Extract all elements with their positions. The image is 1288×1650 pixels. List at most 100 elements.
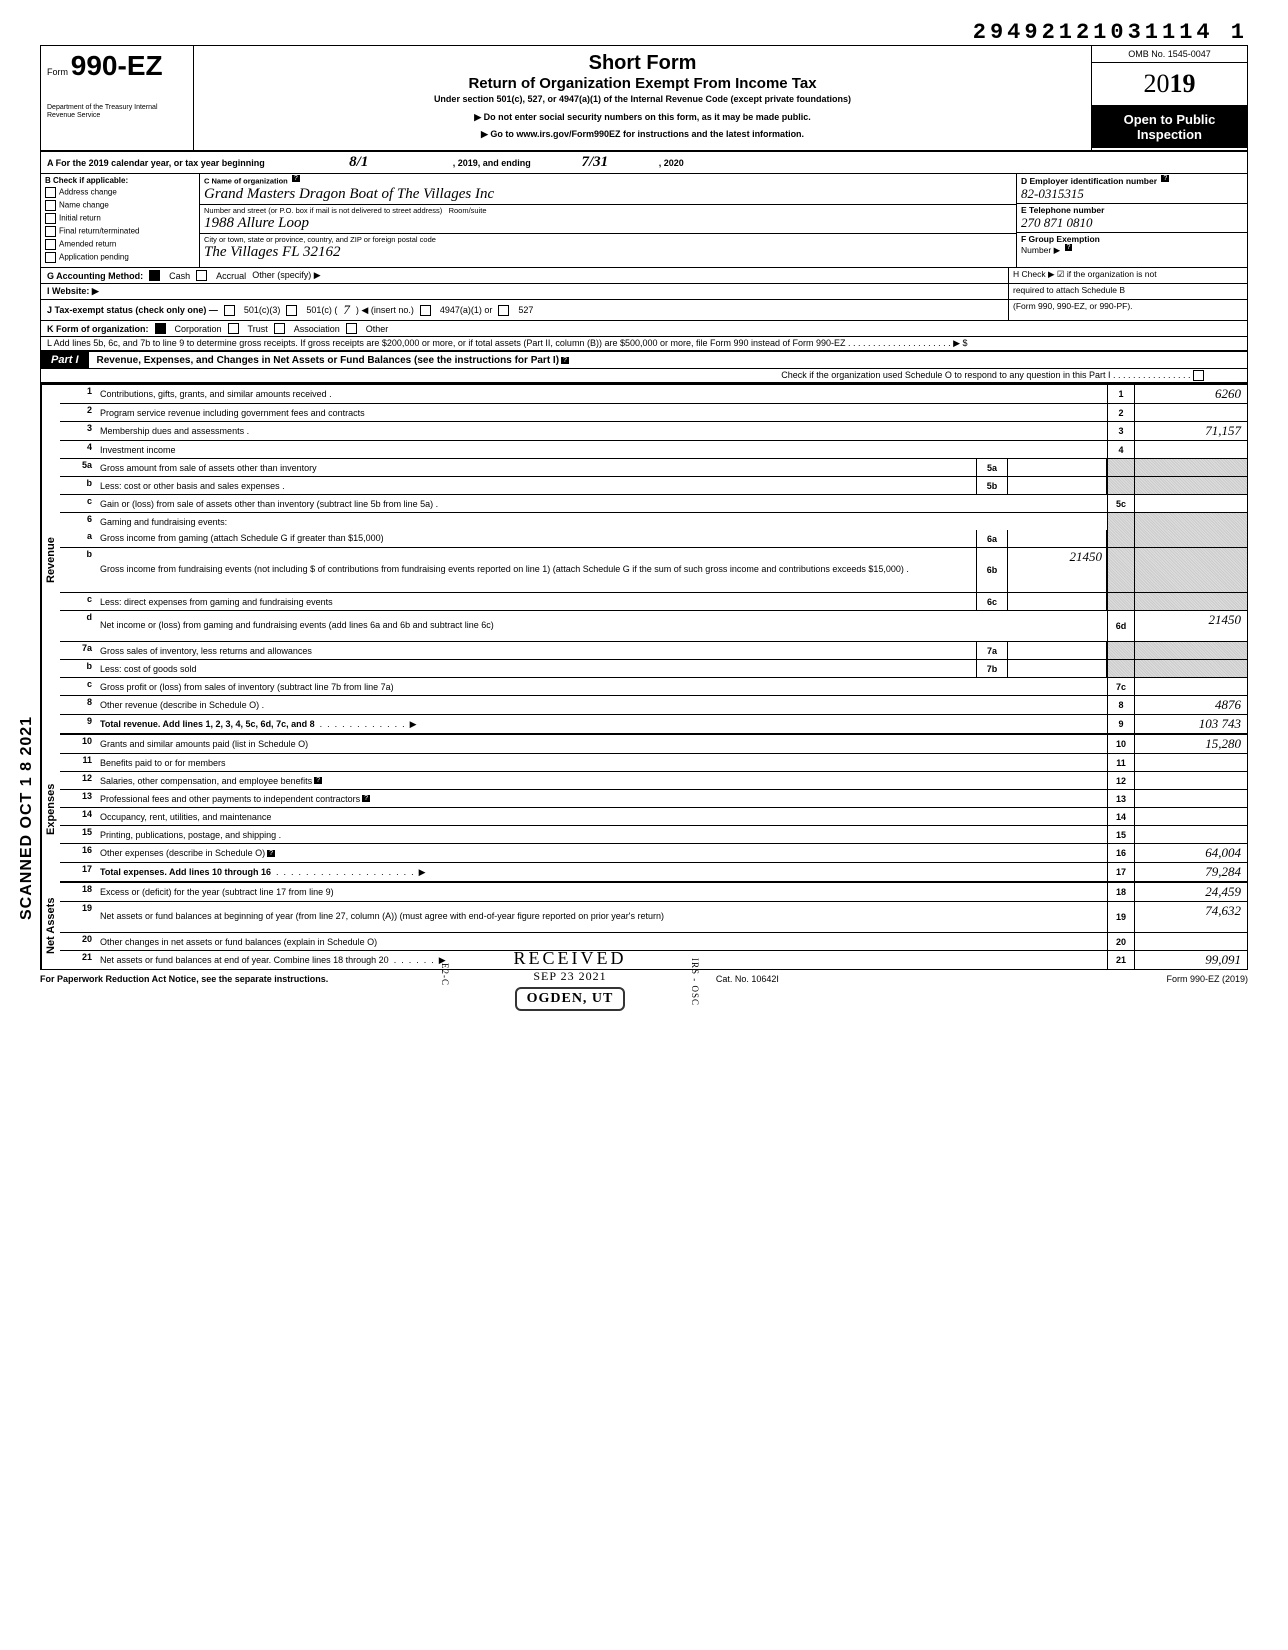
line-10-value: 15,280 bbox=[1134, 735, 1247, 753]
chk-application-pending[interactable]: Application pending bbox=[45, 252, 195, 263]
section-def: D Employer identification number ? 82-03… bbox=[1016, 174, 1247, 267]
expenses-label: Expenses bbox=[41, 735, 60, 883]
department-label: Department of the Treasury Internal Reve… bbox=[47, 104, 187, 119]
line-19-value: 74,632 bbox=[1134, 902, 1247, 932]
line-7b-mid bbox=[1008, 660, 1107, 677]
group-exemption-label: F Group Exemption bbox=[1021, 234, 1100, 244]
ein-value: 82-0315315 bbox=[1021, 186, 1084, 201]
phone-value: 270 871 0810 bbox=[1021, 215, 1093, 230]
omb-number: OMB No. 1545-0047 bbox=[1092, 46, 1247, 63]
line-18-desc: Excess or (deficit) for the year (subtra… bbox=[96, 883, 1107, 901]
ein-label: D Employer identification number ? bbox=[1021, 176, 1169, 186]
revenue-label: Revenue bbox=[41, 385, 60, 735]
line-5b-desc: Less: cost or other basis and sales expe… bbox=[96, 477, 976, 494]
received-stamp: RECEIVED SEP 23 2021 OGDEN, UT IRS - OSC… bbox=[460, 948, 680, 1011]
chk-other-org[interactable] bbox=[346, 323, 357, 334]
line-11-value bbox=[1134, 754, 1247, 771]
line-6b-mid: 21450 bbox=[1008, 548, 1107, 592]
line-2-desc: Program service revenue including govern… bbox=[96, 404, 1107, 421]
scanned-stamp: SCANNED OCT 1 8 2021 bbox=[18, 716, 36, 920]
line-j: J Tax-exempt status (check only one) — 5… bbox=[40, 300, 1248, 321]
line-11-desc: Benefits paid to or for members bbox=[96, 754, 1107, 771]
chk-amended-return[interactable]: Amended return bbox=[45, 239, 195, 250]
chk-trust[interactable] bbox=[228, 323, 239, 334]
line-15-desc: Printing, publications, postage, and shi… bbox=[96, 826, 1107, 843]
line-l: L Add lines 5b, 6c, and 7b to line 9 to … bbox=[40, 337, 1248, 352]
line-6a-desc: Gross income from gaming (attach Schedul… bbox=[96, 530, 976, 547]
period-begin: 8/1 bbox=[269, 154, 449, 171]
chk-501c[interactable] bbox=[286, 305, 297, 316]
line-8-desc: Other revenue (describe in Schedule O) . bbox=[96, 696, 1107, 714]
part1-header: Part I Revenue, Expenses, and Changes in… bbox=[40, 352, 1248, 369]
chk-4947[interactable] bbox=[420, 305, 431, 316]
part1-scheduleo: Check if the organization used Schedule … bbox=[40, 369, 1248, 383]
period-end: 7/31 bbox=[535, 154, 655, 171]
section-c: C Name of organization ? Grand Masters D… bbox=[200, 174, 1016, 267]
chk-corporation[interactable] bbox=[155, 323, 166, 334]
tax-year: 2019 bbox=[1092, 63, 1247, 106]
line-13-desc: Professional fees and other payments to … bbox=[96, 790, 1107, 807]
line-1-value: 6260 bbox=[1134, 385, 1247, 403]
line-h: H Check ▶ ☑ if the organization is not bbox=[1009, 268, 1247, 283]
form-header: Form 990-EZ Department of the Treasury I… bbox=[40, 45, 1248, 152]
line-17-value: 79,284 bbox=[1134, 863, 1247, 881]
line-7c-desc: Gross profit or (loss) from sales of inv… bbox=[96, 678, 1107, 695]
short-form-title: Short Form bbox=[202, 52, 1083, 75]
line-20-value bbox=[1134, 933, 1247, 950]
part1-table: Revenue 1Contributions, gifts, grants, a… bbox=[40, 383, 1248, 970]
chk-scheduleo-part1[interactable] bbox=[1193, 370, 1204, 381]
line-6d-value: 21450 bbox=[1134, 611, 1247, 641]
line-7a-mid bbox=[1008, 642, 1107, 659]
line-15-value bbox=[1134, 826, 1247, 843]
line-5c-value bbox=[1134, 495, 1247, 512]
form-number: 990-EZ bbox=[71, 50, 163, 81]
line-4-value bbox=[1134, 441, 1247, 458]
line-9-desc: Total revenue. Add lines 1, 2, 3, 4, 5c,… bbox=[96, 715, 1107, 733]
form-prefix: Form bbox=[47, 67, 68, 77]
open-to-public: Open to Public Inspection bbox=[1092, 106, 1247, 148]
chk-name-change[interactable]: Name change bbox=[45, 200, 195, 211]
chk-association[interactable] bbox=[274, 323, 285, 334]
org-street: 1988 Allure Loop bbox=[204, 215, 309, 231]
chk-501c3[interactable] bbox=[224, 305, 235, 316]
line-6a-mid bbox=[1008, 530, 1107, 547]
chk-accrual[interactable] bbox=[196, 270, 207, 281]
chk-cash[interactable] bbox=[149, 270, 160, 281]
chk-final-return[interactable]: Final return/terminated bbox=[45, 226, 195, 237]
section-b: B Check if applicable: Address change Na… bbox=[41, 174, 200, 267]
line-6-desc: Gaming and fundraising events: bbox=[96, 513, 1107, 530]
dln-number: 29492121031114 1 bbox=[40, 20, 1248, 45]
chk-address-change[interactable]: Address change bbox=[45, 187, 195, 198]
line-16-desc: Other expenses (describe in Schedule O) … bbox=[96, 844, 1107, 862]
phone-label: E Telephone number bbox=[1021, 205, 1104, 215]
line-i: I Website: ▶ required to attach Schedule… bbox=[40, 284, 1248, 300]
line-16-value: 64,004 bbox=[1134, 844, 1247, 862]
netassets-label: Net Assets bbox=[41, 883, 60, 969]
line-8-value: 4876 bbox=[1134, 696, 1247, 714]
line-2-value bbox=[1134, 404, 1247, 421]
line-10-desc: Grants and similar amounts paid (list in… bbox=[96, 735, 1107, 753]
return-title: Return of Organization Exempt From Incom… bbox=[202, 75, 1083, 92]
chk-initial-return[interactable]: Initial return bbox=[45, 213, 195, 224]
line-6d-desc: Net income or (loss) from gaming and fun… bbox=[96, 611, 1107, 641]
goto-note: ▶ Go to www.irs.gov/Form990EZ for instru… bbox=[202, 129, 1083, 140]
under-section: Under section 501(c), 527, or 4947(a)(1)… bbox=[202, 94, 1083, 104]
line-13-value bbox=[1134, 790, 1247, 807]
line-14-value bbox=[1134, 808, 1247, 825]
line-21-value: 99,091 bbox=[1134, 951, 1247, 969]
chk-527[interactable] bbox=[498, 305, 509, 316]
line-17-desc: Total expenses. Add lines 10 through 16 … bbox=[96, 863, 1107, 881]
line-1-desc: Contributions, gifts, grants, and simila… bbox=[96, 385, 1107, 403]
line-7a-desc: Gross sales of inventory, less returns a… bbox=[96, 642, 976, 659]
line-5a-mid bbox=[1008, 459, 1107, 476]
line-5a-desc: Gross amount from sale of assets other t… bbox=[96, 459, 976, 476]
org-city: The Villages FL 32162 bbox=[204, 244, 341, 260]
line-3-desc: Membership dues and assessments . bbox=[96, 422, 1107, 440]
line-18-value: 24,459 bbox=[1134, 883, 1247, 901]
line-gh: G Accounting Method: Cash Accrual Other … bbox=[40, 268, 1248, 284]
line-9-value: 103 743 bbox=[1134, 715, 1247, 733]
line-3-value: 71,157 bbox=[1134, 422, 1247, 440]
line-19-desc: Net assets or fund balances at beginning… bbox=[96, 902, 1107, 932]
line-a: A For the 2019 calendar year, or tax yea… bbox=[40, 152, 1248, 174]
org-name: Grand Masters Dragon Boat of The Village… bbox=[204, 186, 494, 202]
